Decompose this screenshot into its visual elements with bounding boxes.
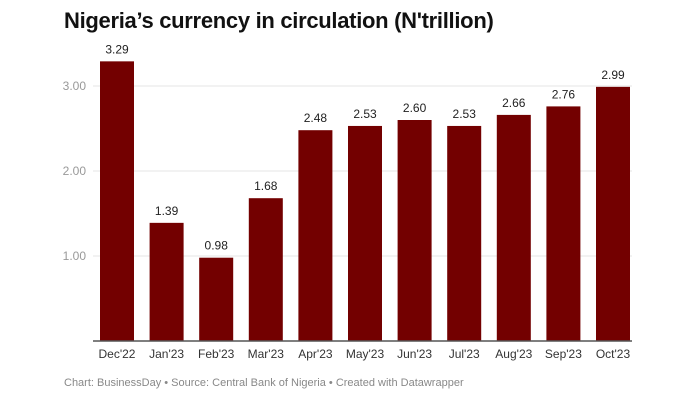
bar — [199, 257, 234, 341]
bar — [348, 125, 382, 341]
value-label: 2.53 — [353, 107, 377, 121]
x-tick-label: Aug'23 — [495, 347, 532, 361]
value-label: 1.68 — [254, 179, 278, 193]
value-label: 2.99 — [601, 68, 625, 82]
chart-footer: Chart: BusinessDay • Source: Central Ban… — [64, 377, 464, 389]
bar — [149, 222, 184, 341]
value-label: 2.48 — [304, 111, 328, 125]
y-tick-label: 1.00 — [63, 249, 87, 263]
bar — [546, 106, 581, 342]
x-tick-label: Apr'23 — [298, 347, 333, 361]
value-label: 2.53 — [453, 107, 477, 121]
value-label: 2.66 — [502, 96, 526, 110]
x-tick-label: Sep'23 — [545, 347, 582, 361]
value-label: 2.76 — [552, 87, 576, 101]
x-tick-label: Dec'22 — [99, 347, 136, 361]
x-tick-label: May'23 — [346, 347, 385, 361]
bar — [397, 120, 432, 341]
value-label: 3.29 — [105, 42, 129, 56]
bar — [248, 198, 283, 341]
y-tick-label: 3.00 — [63, 79, 87, 93]
bar — [298, 130, 333, 341]
y-tick-label: 2.00 — [63, 164, 87, 178]
x-tick-label: Feb'23 — [198, 347, 235, 361]
bar — [596, 86, 630, 341]
chart-title: Nigeria’s currency in circulation (N'tri… — [64, 8, 494, 33]
value-label: 0.98 — [205, 239, 229, 253]
bar — [496, 114, 531, 342]
x-tick-label: Jan'23 — [149, 347, 184, 361]
value-label: 2.60 — [403, 101, 427, 115]
x-tick-label: Oct'23 — [596, 347, 631, 361]
bar — [447, 125, 482, 341]
x-tick-label: Mar'23 — [248, 347, 285, 361]
x-tick-label: Jun'23 — [397, 347, 432, 361]
bar — [100, 61, 134, 341]
value-label: 1.39 — [155, 204, 179, 218]
x-tick-label: Jul'23 — [449, 347, 480, 361]
